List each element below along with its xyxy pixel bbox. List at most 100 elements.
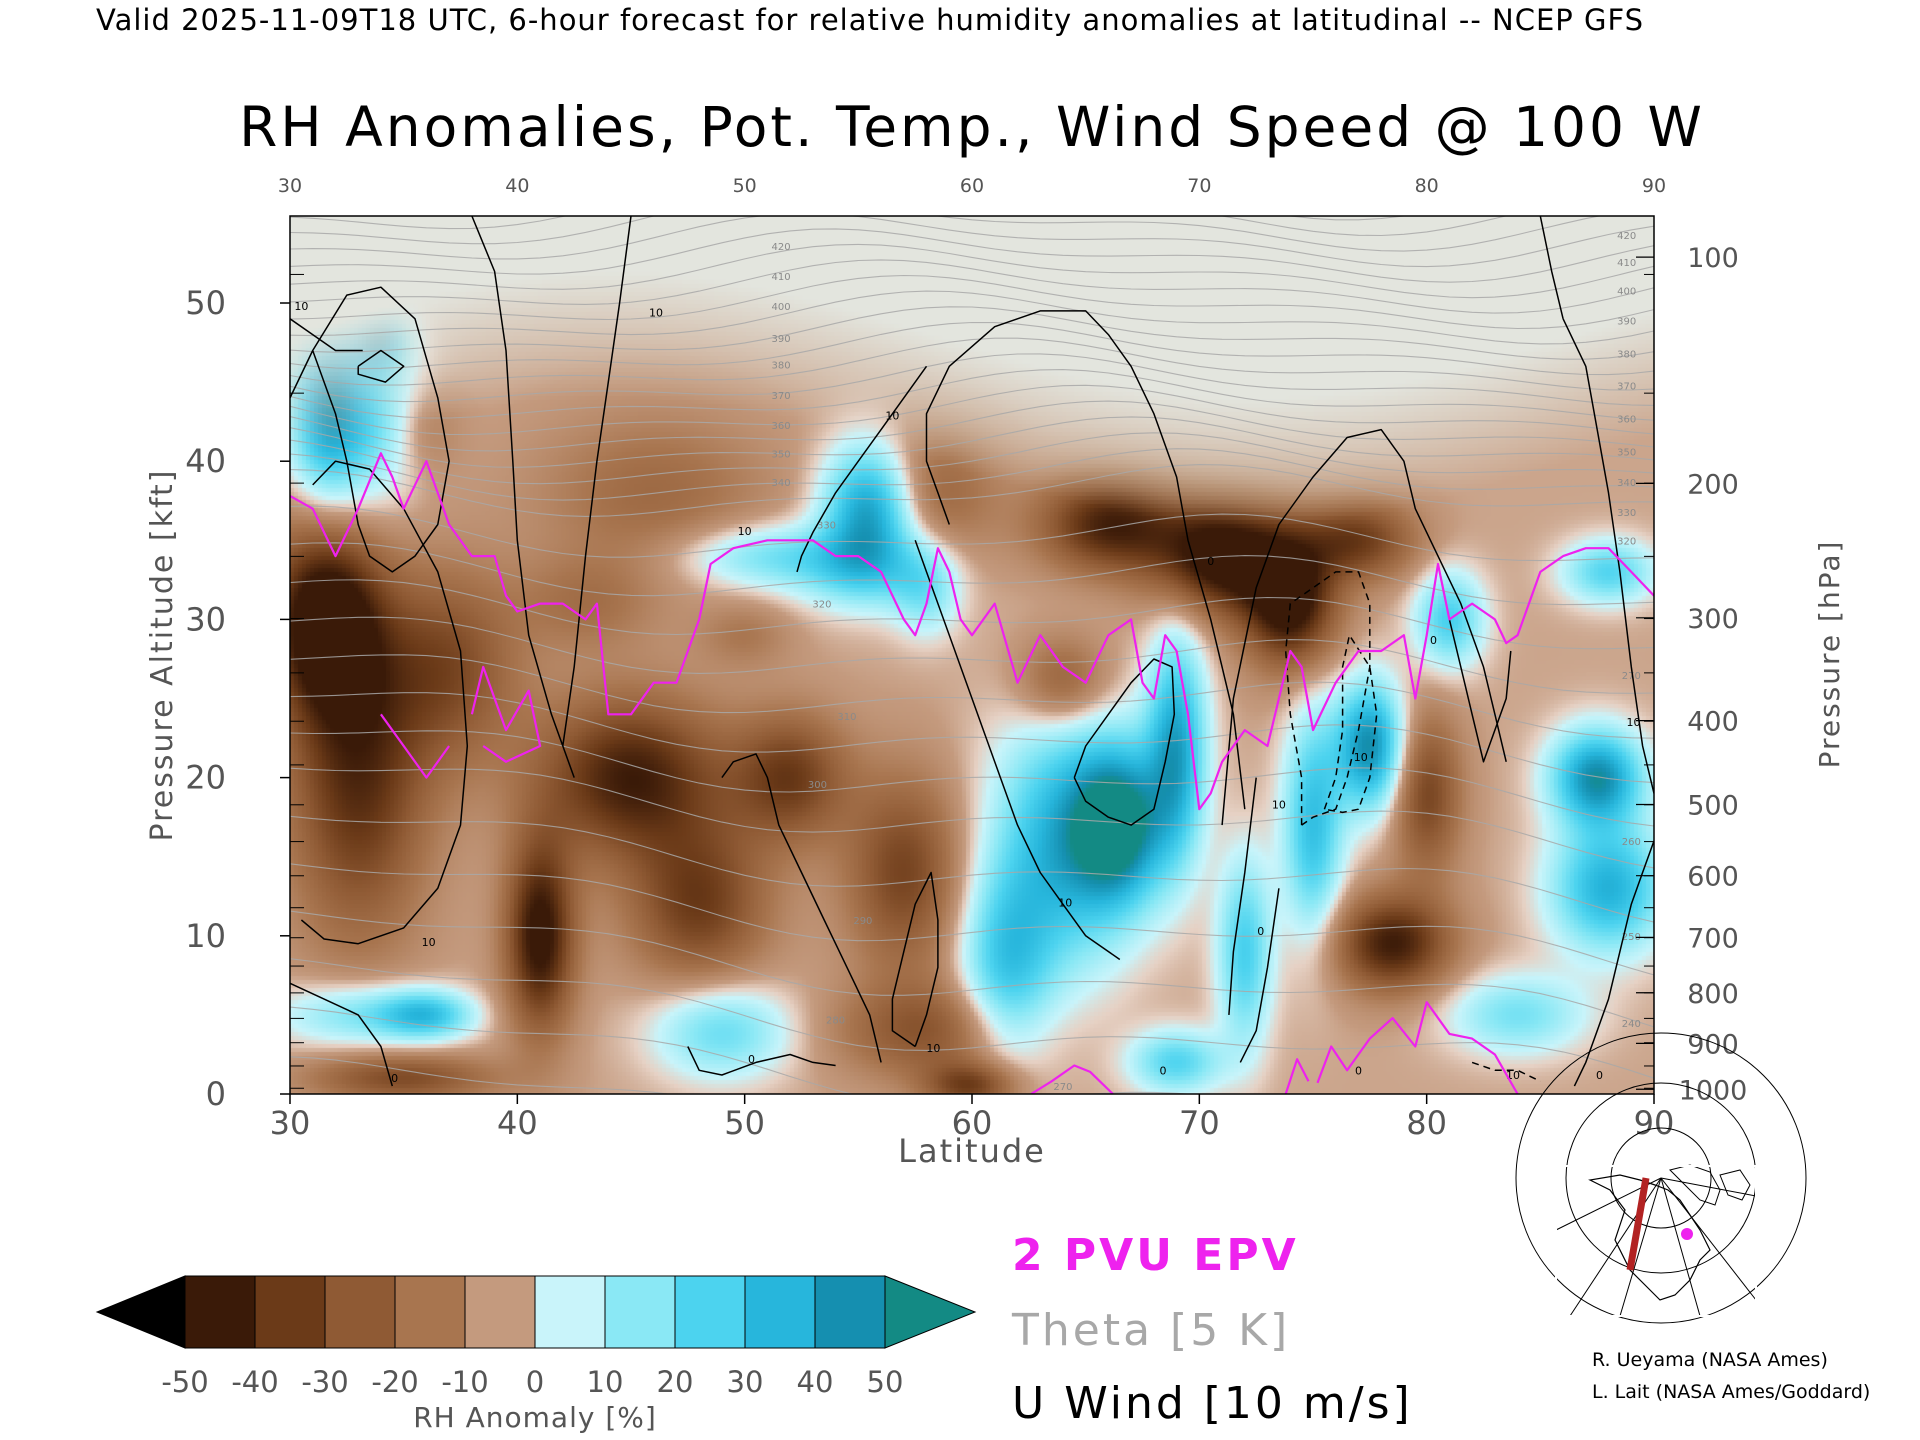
theta-contour xyxy=(290,767,1654,869)
pressure-tick-label: 800 xyxy=(1687,979,1739,1010)
theta-label: 380 xyxy=(771,361,790,372)
colorbar-box xyxy=(464,1275,536,1349)
pv-contour xyxy=(1316,1001,1519,1094)
x-tick-label: 60 xyxy=(952,1104,993,1142)
pv-contour xyxy=(290,452,1654,811)
theta-contour xyxy=(290,448,1654,501)
theta-label: 410 xyxy=(1617,258,1636,269)
wind-contour xyxy=(914,540,1121,961)
top-tick-label: 70 xyxy=(1187,175,1211,197)
locator-map xyxy=(1515,1032,1807,1324)
wind-contour xyxy=(562,216,632,747)
credit-line-2: L. Lait (NASA Ames/Goddard) xyxy=(1592,1381,1870,1403)
wind-contour xyxy=(1228,777,1257,1015)
pv-contour xyxy=(470,665,542,763)
wind-label: 0 xyxy=(1430,634,1437,647)
theta-contour xyxy=(290,815,1654,923)
x-tick-label: 80 xyxy=(1406,1104,1447,1142)
credit-line-1: R. Ueyama (NASA Ames) xyxy=(1592,1349,1828,1371)
wind-label: 0 xyxy=(1159,1064,1166,1077)
theta-contour xyxy=(290,958,1654,1079)
y-tick-label: 10 xyxy=(185,917,226,955)
colorbar-under-arrow xyxy=(95,1275,186,1349)
pressure-tick-label: 500 xyxy=(1687,790,1739,821)
wind-label: 10 xyxy=(738,525,752,538)
theta-contour xyxy=(290,321,1654,376)
theta-label: 420 xyxy=(1617,231,1636,242)
theta-label: 340 xyxy=(1617,478,1636,489)
theta-label: 240 xyxy=(1622,1019,1641,1030)
pressure-tick-label: 900 xyxy=(1687,1029,1739,1060)
y-tick-label: 30 xyxy=(185,600,226,638)
theta-contour xyxy=(290,216,1654,268)
theta-contour xyxy=(290,432,1654,485)
wind-label: 10 xyxy=(1627,716,1641,729)
wind-label: 10 xyxy=(422,936,436,949)
wind-contour xyxy=(1221,428,1507,826)
rh-anomaly-field xyxy=(290,216,1654,1094)
theta-label: 360 xyxy=(771,421,790,432)
colorbar-box xyxy=(604,1275,676,1349)
theta-contour xyxy=(290,616,1654,694)
top-tick-label: 40 xyxy=(505,175,529,197)
wind-label: 10 xyxy=(1058,897,1072,910)
theta-label: 280 xyxy=(826,1016,845,1027)
colorbar: -50 -40 -30 -20 -10 0 10 20 30 40 50 xyxy=(95,1275,977,1399)
colorbar-box xyxy=(254,1275,326,1349)
pressure-tick-label: 400 xyxy=(1687,707,1739,738)
colorbar-label: RH Anomaly [%] xyxy=(413,1401,657,1434)
theta-label: 360 xyxy=(1617,414,1636,425)
theta-contour xyxy=(290,910,1654,1028)
theta-contour xyxy=(290,1006,1195,1094)
wind-contour xyxy=(471,216,575,778)
wind-contour xyxy=(891,871,939,1048)
theta-label: 400 xyxy=(1617,286,1636,297)
colorbar-tick-label: 30 xyxy=(727,1365,764,1399)
colorbar-tick-label: 50 xyxy=(867,1365,904,1399)
theta-contour xyxy=(290,542,1654,606)
theta-label: 350 xyxy=(1617,448,1636,459)
wind-contour xyxy=(721,753,882,1063)
wind-label: 0 xyxy=(1596,1069,1603,1082)
wind-contour xyxy=(1448,619,1512,763)
theta-contour xyxy=(290,290,1654,345)
wind-label: 10 xyxy=(885,409,899,422)
top-axis: 30 40 50 60 70 80 90 xyxy=(278,175,1666,197)
colorbar-tick-label: -50 xyxy=(161,1365,208,1399)
theta-label: 310 xyxy=(837,712,856,723)
cross-section-line xyxy=(1626,1177,1650,1271)
theta-contour xyxy=(290,400,1654,452)
wind-label: 10 xyxy=(294,300,308,313)
wind-contour xyxy=(1539,216,1564,319)
theta-label: 250 xyxy=(1622,932,1641,943)
pressure-tick-label: 600 xyxy=(1687,862,1739,893)
wind-contour xyxy=(925,310,1246,810)
wind-contour xyxy=(290,982,394,1087)
theta-label: 290 xyxy=(853,916,872,927)
theta-contour xyxy=(290,216,1602,252)
pressure-tick-label: 200 xyxy=(1687,469,1739,500)
theta-contour xyxy=(290,863,1654,976)
theta-label: 400 xyxy=(771,302,790,313)
theta-label: 340 xyxy=(771,478,790,489)
theta-contour xyxy=(290,243,1654,299)
colorbar-tick-label: -10 xyxy=(441,1365,488,1399)
theta-contour xyxy=(290,730,1654,827)
pv-contour xyxy=(380,713,450,779)
wind-label: 10 xyxy=(1354,751,1368,764)
theta-label: 260 xyxy=(1622,837,1641,848)
theta-contour xyxy=(290,337,1654,391)
theta-label: 380 xyxy=(1617,350,1636,361)
top-tick-label: 60 xyxy=(960,175,984,197)
x-tick-label: 30 xyxy=(270,1104,311,1142)
x-tick-label: 50 xyxy=(724,1104,765,1142)
colorbar-box xyxy=(674,1275,746,1349)
wind-contour xyxy=(1073,658,1176,826)
legend-wind: U Wind [10 m/s] xyxy=(1012,1378,1413,1429)
pressure-tick-label: 300 xyxy=(1687,604,1739,635)
x-tick-label: 40 xyxy=(497,1104,538,1142)
wind-label: 0 xyxy=(1207,555,1214,568)
wind-contour xyxy=(1284,571,1371,826)
pv-contours xyxy=(290,452,1654,1094)
